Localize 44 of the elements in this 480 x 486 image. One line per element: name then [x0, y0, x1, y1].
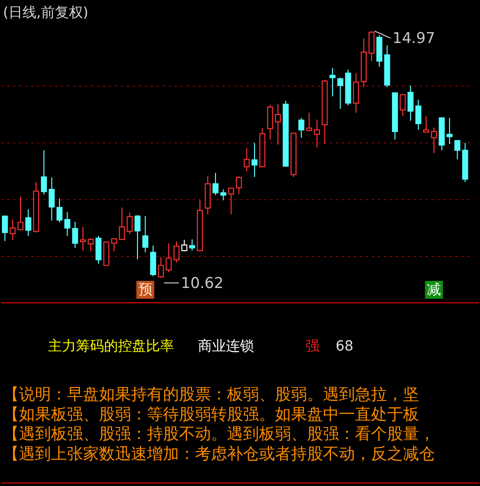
candlestick [181, 239, 188, 252]
candlestick [2, 216, 8, 242]
text: 【遇到板强、股强：持股不动。遇到板弱、股强：看个股量， [2, 424, 435, 444]
candlestick [430, 127, 437, 154]
candlestick [423, 116, 430, 134]
candlestick [56, 198, 62, 223]
annotation: 预 [138, 282, 152, 298]
candlestick [228, 187, 234, 215]
candlestick [314, 119, 320, 148]
candlestick [415, 99, 422, 130]
candlestick [134, 214, 140, 260]
candlestick [10, 218, 16, 240]
chart-title: (日线,前复权) [2, 4, 88, 21]
candlestick [298, 117, 304, 138]
candlestick [330, 67, 336, 97]
candlestick [252, 142, 258, 178]
candlestick [274, 104, 281, 146]
text: 强 [306, 338, 320, 355]
text: 【如果板强、股弱：等待股弱转股强。如果盘中一直处于板 [2, 404, 419, 424]
candlestick [25, 208, 32, 236]
text: 主力筹码的控盘比率 [48, 338, 174, 355]
candlestick [236, 176, 242, 194]
candlestick [244, 147, 250, 172]
candlestick [267, 104, 274, 140]
annotation: 减 [426, 282, 441, 298]
text: 【说明：早盘如果持有的股票：板弱、股弱。遇到急拉，坚 [2, 384, 419, 404]
candlestick [446, 117, 453, 145]
candlestick [212, 172, 219, 196]
candlestick [306, 112, 312, 132]
text: 商业连锁 [198, 338, 254, 355]
candlestick [400, 94, 406, 117]
candlestick [142, 216, 148, 253]
candlestick [18, 196, 24, 231]
candlestick [189, 238, 196, 252]
candlestick [368, 30, 375, 62]
candlestick [150, 245, 156, 277]
candlestick [174, 241, 180, 264]
candlestick [96, 235, 102, 264]
text: 【遇到上张家数迅速增加：考虑补仓或者持股不动，反之减仓 [2, 444, 435, 464]
annotation: 10.62 [180, 274, 224, 292]
candlestick [220, 188, 226, 201]
text: 68 [336, 338, 354, 355]
annotation: 14.97 [392, 29, 436, 48]
candlestick [408, 85, 414, 122]
